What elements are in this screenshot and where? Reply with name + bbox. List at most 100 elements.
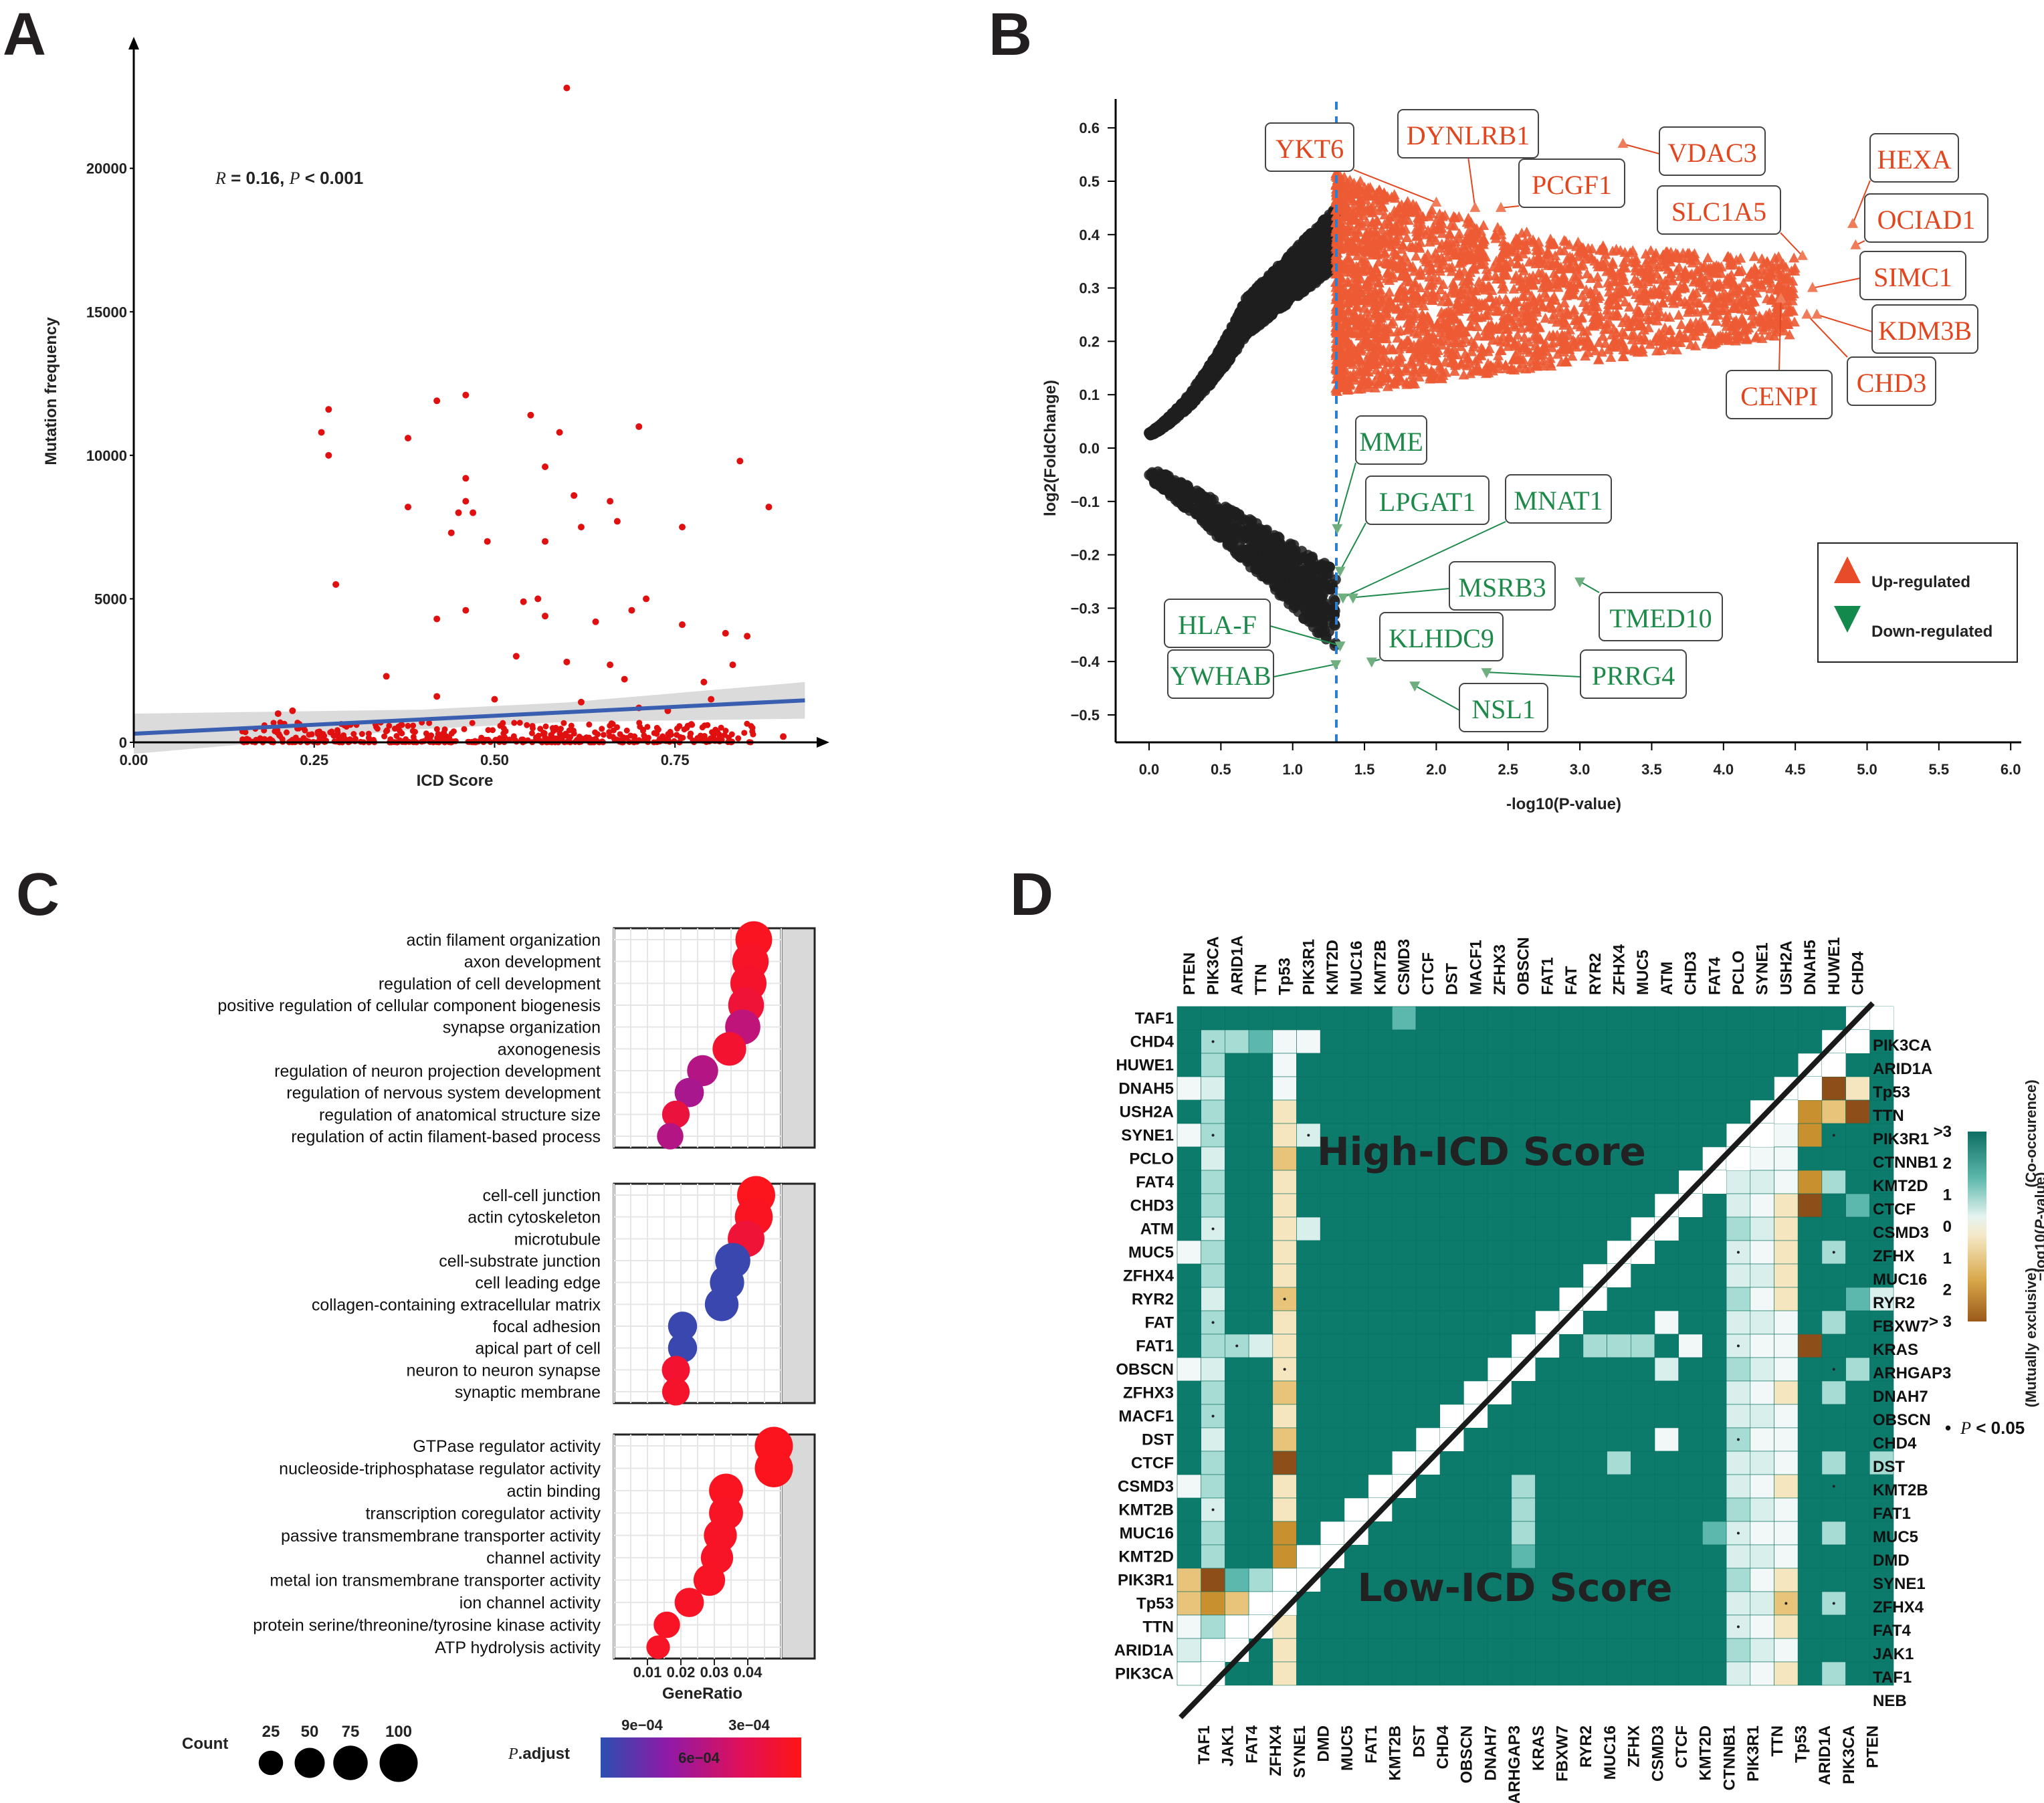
point-nonsig	[1294, 283, 1305, 294]
point-nonsig	[1173, 403, 1185, 415]
data-point	[325, 406, 332, 413]
data-point	[653, 724, 660, 731]
data-point	[469, 720, 476, 726]
data-point	[462, 607, 470, 614]
data-point	[635, 423, 643, 430]
data-point	[749, 728, 756, 735]
point-nonsig	[1234, 331, 1245, 342]
data-point	[566, 727, 573, 734]
point-nonsig	[1239, 526, 1250, 538]
p-symbol: P	[289, 169, 300, 188]
data-point	[694, 735, 701, 742]
y-tick-label: 20000	[86, 161, 127, 177]
data-point	[708, 696, 715, 703]
data-point	[491, 696, 498, 703]
point-nonsig	[1261, 552, 1273, 563]
panel-label-d: D	[1010, 861, 1053, 928]
data-point	[679, 621, 686, 629]
point-nonsig	[1241, 300, 1252, 311]
point-nonsig	[1313, 561, 1324, 572]
r-value: = 0.16,	[226, 168, 290, 188]
point-nonsig	[1279, 272, 1290, 283]
data-point	[729, 661, 736, 669]
point-nonsig	[1282, 582, 1293, 594]
data-point	[302, 727, 308, 734]
point-nonsig	[1308, 621, 1319, 633]
data-point	[679, 524, 686, 531]
x-tick-label: 0.75	[661, 752, 690, 768]
x-axis-arrow	[817, 737, 829, 748]
data-point	[552, 724, 559, 731]
data-point	[637, 724, 643, 730]
point-nonsig	[1298, 593, 1309, 604]
data-point	[563, 84, 571, 92]
point-nonsig	[1307, 233, 1318, 245]
point-nonsig	[1264, 271, 1275, 282]
data-point	[736, 457, 744, 465]
data-point	[562, 732, 569, 739]
point-nonsig	[1213, 346, 1225, 357]
point-nonsig	[1229, 506, 1240, 518]
data-point	[306, 732, 312, 738]
point-nonsig	[1294, 563, 1305, 574]
point-nonsig	[1172, 480, 1183, 492]
data-point	[586, 721, 593, 728]
data-point	[631, 734, 637, 740]
data-point	[403, 736, 409, 742]
point-nonsig	[1162, 414, 1174, 425]
point-nonsig	[1253, 314, 1264, 325]
data-point	[410, 722, 417, 729]
data-point	[383, 673, 390, 680]
point-nonsig	[1273, 576, 1285, 588]
p-value: < 0.001	[300, 168, 363, 188]
data-point	[721, 732, 728, 738]
data-point	[381, 733, 388, 740]
point-nonsig	[1225, 534, 1237, 546]
data-point	[511, 720, 518, 726]
data-point	[433, 615, 441, 623]
data-point	[722, 629, 729, 637]
data-point	[563, 658, 571, 665]
data-point	[534, 595, 542, 603]
data-point	[710, 732, 717, 739]
point-nonsig	[1211, 525, 1223, 536]
data-point	[462, 498, 470, 505]
data-point	[332, 580, 340, 588]
data-point	[426, 720, 433, 726]
point-nonsig	[1318, 252, 1330, 263]
data-point	[405, 504, 411, 511]
point-nonsig	[1318, 266, 1329, 277]
data-point	[659, 733, 666, 740]
regression-fit	[133, 698, 805, 736]
point-nonsig	[1172, 490, 1184, 501]
point-nonsig	[1276, 544, 1288, 556]
panel-label-b: B	[989, 1, 1032, 68]
point-nonsig	[1310, 275, 1322, 286]
point-nonsig	[1239, 314, 1251, 326]
correlation-annotation: R = 0.16, P < 0.001	[215, 168, 363, 188]
point-nonsig	[1265, 535, 1277, 546]
data-point	[567, 734, 574, 740]
data-point	[684, 724, 690, 731]
x-tick-label: 0.00	[120, 752, 148, 768]
panel-label-a: A	[3, 1, 46, 68]
data-point	[676, 723, 683, 730]
point-nonsig	[1306, 580, 1317, 591]
data-point	[524, 722, 530, 728]
point-up	[1748, 251, 1760, 261]
point-nonsig	[1158, 470, 1170, 482]
point-nonsig	[1290, 548, 1301, 560]
point-nonsig	[1290, 266, 1301, 278]
panel-label-c: C	[16, 861, 60, 928]
x-tick-label: 0.25	[300, 752, 328, 768]
data-point	[540, 730, 547, 736]
y-tick-label: 5000	[94, 591, 127, 607]
point-up	[1472, 330, 1484, 341]
data-point	[243, 736, 250, 742]
data-point	[535, 732, 542, 739]
y-tick-label: 10000	[86, 447, 127, 464]
data-point	[592, 729, 599, 736]
data-point	[728, 731, 735, 738]
data-point	[405, 435, 411, 442]
data-point	[577, 698, 585, 706]
